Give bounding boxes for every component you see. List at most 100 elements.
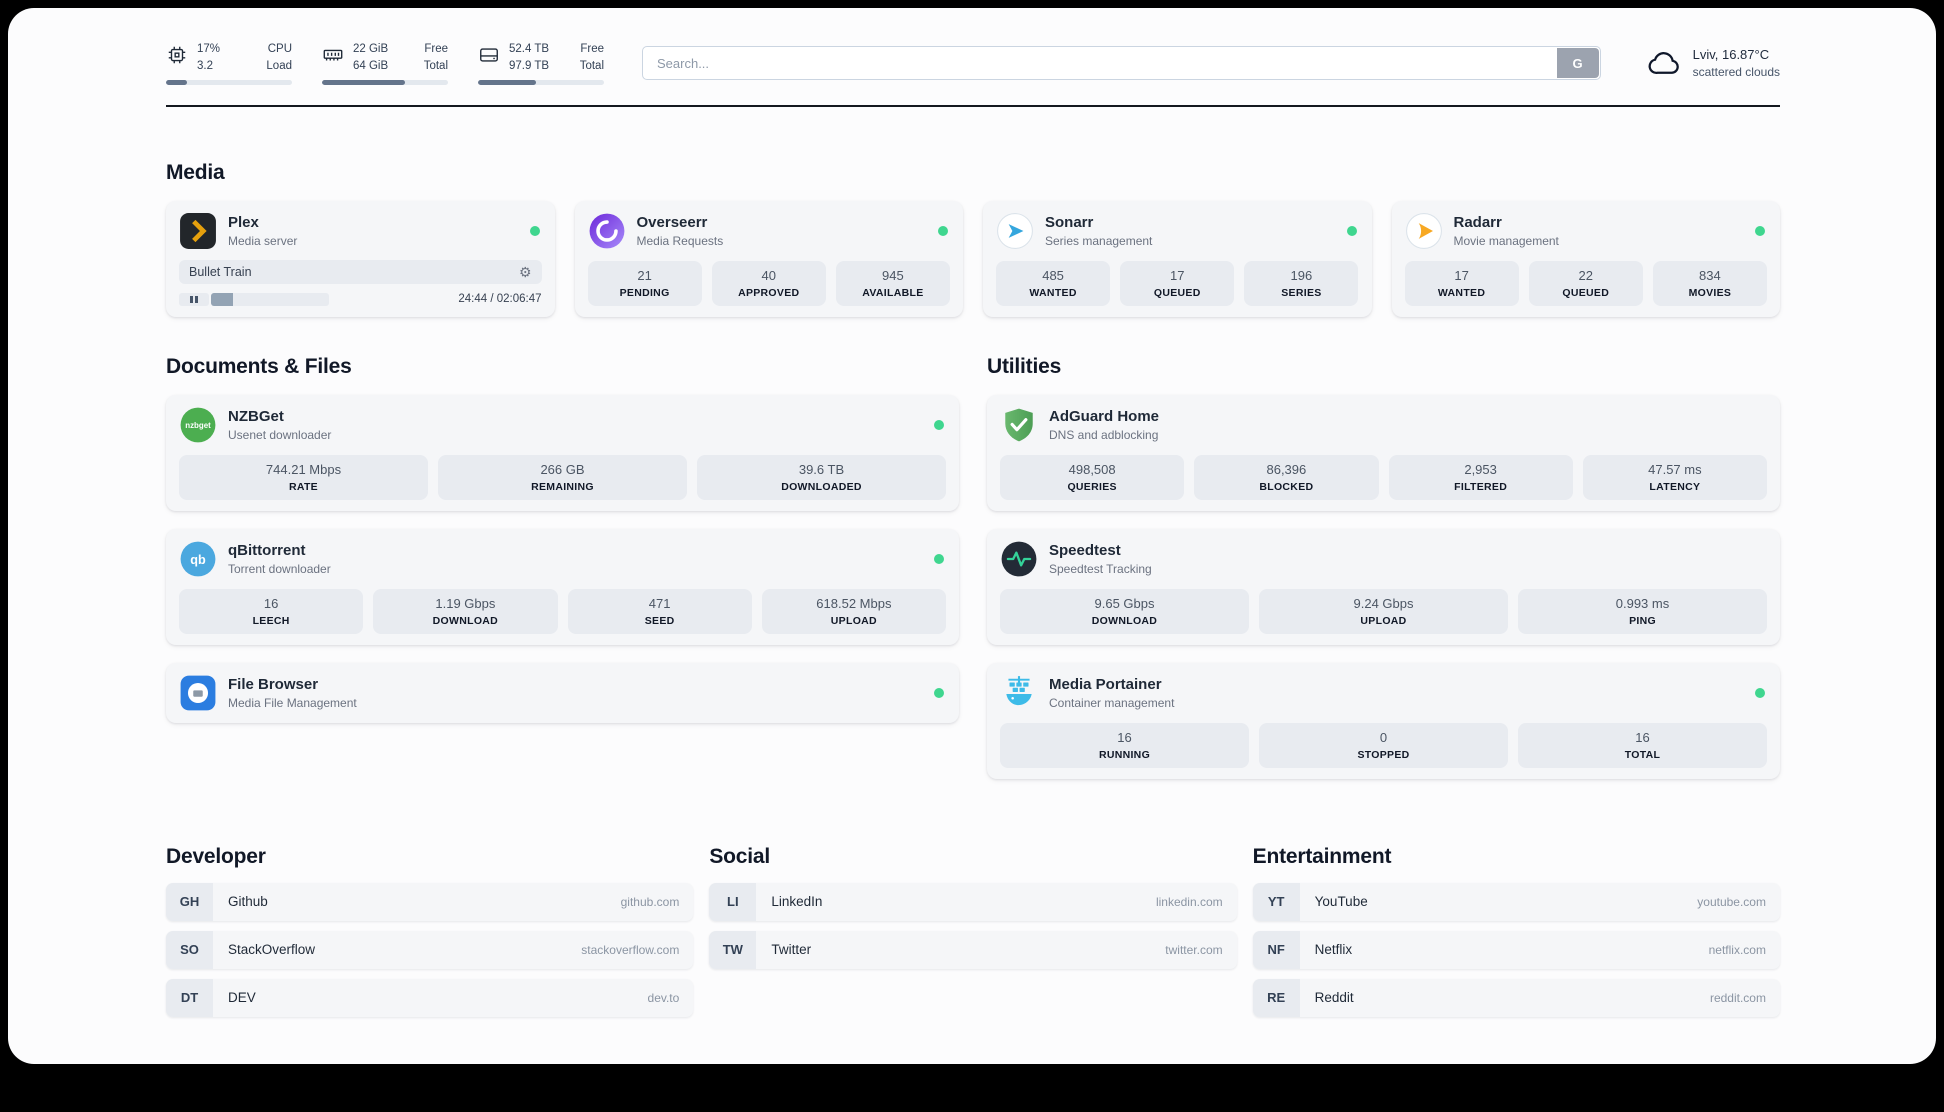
bookmark-abbr: GH (166, 882, 213, 921)
status-dot (938, 225, 948, 236)
stat-value: 834 (1699, 267, 1721, 283)
stat-queued: 17 QUEUED (1120, 260, 1235, 306)
stat-value: 16 (1635, 729, 1650, 745)
weather-widget: Lviv, 16.87°C scattered clouds (1647, 45, 1780, 81)
resource-value: 52.4 TB (509, 43, 550, 55)
service-card-overseerr[interactable]: Overseerr Media Requests 21 PENDING 40 APPROV… (574, 200, 963, 317)
status-dot (934, 687, 944, 698)
stat-seed: 471 SEED (567, 588, 752, 634)
stat-value: 744.21 Mbps (265, 461, 342, 477)
resource-label: Free (580, 43, 604, 55)
bookmark-name: StackOverflow (228, 942, 316, 958)
section-title-documents-files: Documents & Files (166, 354, 352, 378)
bookmark-domain: netflix.com (1708, 942, 1766, 957)
gear-icon[interactable]: ⚙ (518, 263, 532, 280)
stat-filtered: 2,953 FILTERED (1388, 454, 1573, 500)
section-utilities: Utilities AdGuard Home DNS and adblocking 4… (987, 355, 1780, 779)
stat-label: LEECH (252, 614, 290, 627)
section-title-developer: Developer (166, 844, 266, 868)
resource-widget-memory: 22 GiB 64 GiB Free Total (322, 42, 448, 85)
bookmark-name: Netflix (1314, 942, 1353, 958)
service-card-speedtest[interactable]: Speedtest Speedtest Tracking 9.65 Gbps DOWN… (987, 528, 1780, 645)
plex-icon (179, 212, 217, 250)
resource-value: 3.2 (197, 60, 213, 73)
bookmark-domain: github.com (620, 894, 680, 909)
service-card-media-portainer[interactable]: Media Portainer Container management 16 RUN… (987, 662, 1780, 779)
service-card-sonarr[interactable]: Sonarr Series management 485 WANTED 17 QUEUED… (983, 200, 1372, 317)
bookmark-youtube[interactable]: YT YouTube youtube.com (1252, 882, 1780, 921)
stat-leech: 16 LEECH (179, 588, 364, 634)
service-card-file-browser[interactable]: File Browser Media File Management (166, 662, 959, 723)
bookmark-abbr: DT (166, 978, 213, 1017)
service-card-qbittorrent[interactable]: qb qBittorrent Torrent downloader 16 LEECH 1.… (166, 528, 959, 645)
bookmark-dev[interactable]: DT DEV dev.to (166, 978, 694, 1017)
stat-value: 1.19 Gbps (435, 595, 496, 611)
resource-widgets: 17% 3.2 CPU Load 22 GiB 64 GiB Free Total 52.4 T… (166, 42, 604, 85)
status-dot (934, 419, 944, 430)
service-card-plex[interactable]: Plex Media server Bullet Train ⚙ 24:44 / 02:… (166, 200, 555, 317)
stat-label: BLOCKED (1259, 480, 1314, 493)
bookmark-abbr: NF (1252, 930, 1300, 969)
resource-label: Load (266, 60, 292, 73)
stat-label: DOWNLOADED (781, 480, 862, 493)
bookmark-linkedin[interactable]: LI LinkedIn linkedin.com (709, 882, 1237, 921)
stat-label: TOTAL (1624, 748, 1661, 761)
stat-label: PING (1629, 614, 1656, 627)
playback-time: 24:44 / 02:06:47 (458, 293, 542, 306)
stat-series: 196 SERIES (1244, 260, 1359, 306)
stat-label: WANTED (1437, 286, 1486, 299)
stat-ping: 0.993 ms PING (1518, 588, 1767, 634)
stat-label: QUERIES (1067, 480, 1117, 493)
service-subtitle: Media server (228, 233, 298, 248)
resource-widget-cpu: 17% 3.2 CPU Load (166, 42, 292, 85)
service-name: qBittorrent (228, 541, 306, 559)
stat-upload: 618.52 Mbps UPLOAD (761, 588, 946, 634)
service-subtitle: Usenet downloader (228, 427, 332, 442)
stat-stopped: 0 STOPPED (1259, 722, 1508, 768)
stat-movies: 834 MOVIES (1652, 260, 1767, 306)
adguard-icon (1000, 406, 1038, 444)
stat-queued: 22 QUEUED (1528, 260, 1643, 306)
resource-labels: CPU Load (266, 42, 292, 74)
stat-label: QUEUED (1153, 286, 1201, 299)
stat-label: STOPPED (1357, 748, 1410, 761)
stat-running: 16 RUNNING (1000, 722, 1249, 768)
weather-condition: scattered clouds (1692, 65, 1780, 80)
stat-download: 1.19 Gbps DOWNLOAD (373, 588, 558, 634)
service-card-nzbget[interactable]: nzbget NZBGet Usenet downloader 744.21 Mbps… (166, 394, 959, 511)
cloud-icon (1647, 45, 1683, 81)
search-provider-button[interactable]: G (1556, 48, 1599, 79)
stat-value: 471 (648, 595, 671, 611)
resource-usage-bar (166, 79, 292, 85)
bookmark-stackoverflow[interactable]: SO StackOverflow stackoverflow.com (166, 930, 694, 969)
bookmark-github[interactable]: GH Github github.com (166, 882, 694, 921)
service-name: Speedtest (1049, 541, 1121, 559)
service-card-adguard-home[interactable]: AdGuard Home DNS and adblocking 498,508 QUE… (987, 394, 1780, 511)
bookmark-domain: linkedin.com (1155, 894, 1223, 909)
bookmark-reddit[interactable]: RE Reddit reddit.com (1252, 978, 1780, 1017)
stat-approved: 40 APPROVED (711, 260, 826, 306)
stat-label: RUNNING (1098, 748, 1151, 761)
stat-label: FILTERED (1454, 480, 1508, 493)
bookmark-twitter[interactable]: TW Twitter twitter.com (709, 930, 1237, 969)
bookmark-abbr: SO (166, 930, 213, 969)
bookmark-name: LinkedIn (771, 894, 823, 910)
stat-value: 16 (263, 595, 279, 611)
divider (166, 104, 1780, 107)
stat-label: REMAINING (531, 480, 594, 493)
service-card-radarr[interactable]: Radarr Movie management 17 WANTED 22 QUEUED 83… (1391, 200, 1780, 317)
resource-value: 97.9 TB (509, 60, 550, 73)
weather-location: Lviv, 16.87°C (1692, 47, 1770, 63)
bookmark-netflix[interactable]: NF Netflix netflix.com (1252, 930, 1780, 969)
stat-value: 196 (1290, 267, 1313, 283)
stat-label: LATENCY (1649, 480, 1701, 493)
bookmark-domain: reddit.com (1709, 990, 1766, 1005)
resource-values: 22 GiB 64 GiB (353, 42, 388, 74)
pause-button[interactable] (179, 292, 209, 306)
service-name: File Browser (228, 675, 319, 693)
filebrowser-icon (179, 674, 217, 712)
speedtest-icon (1000, 540, 1038, 578)
search-input[interactable] (642, 46, 1601, 81)
stat-label: DOWNLOAD (432, 614, 499, 627)
bookmark-abbr: RE (1252, 978, 1300, 1017)
